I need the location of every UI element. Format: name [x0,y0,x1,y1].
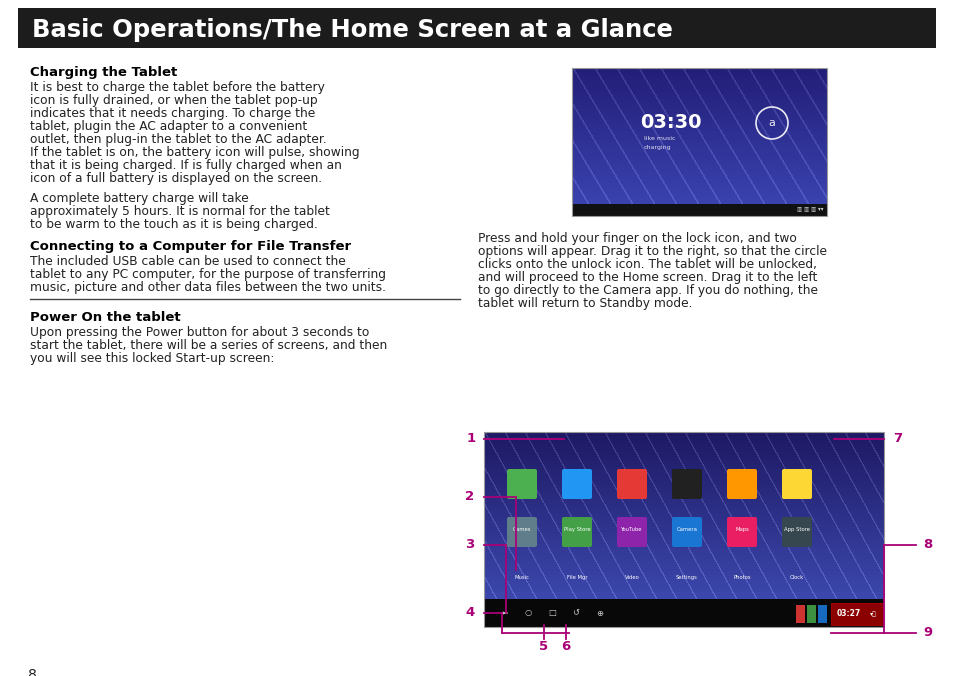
Text: Clock: Clock [789,575,803,580]
Text: 7: 7 [893,433,902,445]
Bar [572,68,826,216]
FancyBboxPatch shape [617,517,646,547]
Text: 1: 1 [466,433,475,445]
Text: outlet, then plug-in the tablet to the AC adapter.: outlet, then plug-in the tablet to the A… [30,133,327,146]
Text: indicates that it needs charging. To charge the: indicates that it needs charging. To cha… [30,107,314,120]
Text: 6: 6 [560,640,570,654]
Text: □: □ [547,608,556,617]
Text: ▥ ▥ ▥ ▾▾: ▥ ▥ ▥ ▾▾ [796,208,822,212]
Text: to go directly to the Camera app. If you do nothing, the: to go directly to the Camera app. If you… [477,284,817,297]
Text: music, picture and other data files between the two units.: music, picture and other data files betw… [30,281,386,294]
Text: 9: 9 [923,627,932,639]
FancyBboxPatch shape [561,517,592,547]
Text: ⊕: ⊕ [596,608,603,617]
Text: Video: Video [624,575,639,580]
Text: Photos: Photos [733,575,750,580]
Text: A complete battery charge will take: A complete battery charge will take [30,192,249,205]
Text: It is best to charge the tablet before the battery: It is best to charge the tablet before t… [30,81,325,94]
Bar [817,605,826,623]
Bar [830,603,882,625]
Text: approximately 5 hours. It is normal for the tablet: approximately 5 hours. It is normal for … [30,205,330,218]
FancyBboxPatch shape [726,517,757,547]
Text: File Mgr: File Mgr [566,575,587,580]
Text: charging: charging [643,145,671,149]
Text: tablet to any PC computer, for the purpose of transferring: tablet to any PC computer, for the purpo… [30,268,386,281]
Bar [572,204,826,216]
Text: icon of a full battery is displayed on the screen.: icon of a full battery is displayed on t… [30,172,322,185]
Text: 03:27: 03:27 [836,610,861,619]
Text: YouTube: YouTube [620,527,642,532]
Bar [795,605,804,623]
Text: start the tablet, there will be a series of screens, and then: start the tablet, there will be a series… [30,339,387,352]
Text: clicks onto the unlock icon. The tablet will be unlocked,: clicks onto the unlock icon. The tablet … [477,258,816,271]
Text: ○: ○ [524,608,531,617]
Text: Maps: Maps [735,527,748,532]
Text: 3: 3 [465,539,475,552]
Text: Basic Operations/The Home Screen at a Glance: Basic Operations/The Home Screen at a Gl… [32,18,672,42]
FancyBboxPatch shape [506,517,537,547]
Text: Camera: Camera [676,527,697,532]
Bar [483,599,883,627]
Text: ⬅: ⬅ [500,608,507,617]
Text: 5: 5 [538,640,548,654]
Text: Connecting to a Computer for File Transfer: Connecting to a Computer for File Transf… [30,240,351,253]
Text: ↺: ↺ [572,608,578,617]
Text: 4: 4 [465,606,475,619]
FancyBboxPatch shape [506,469,537,499]
FancyBboxPatch shape [726,469,757,499]
Text: Charging the Tablet: Charging the Tablet [30,66,177,79]
Text: 8: 8 [923,539,932,552]
Text: you will see this locked Start-up screen:: you will see this locked Start-up screen… [30,352,274,365]
Text: 2: 2 [465,491,474,504]
Bar [18,8,935,48]
Text: Press and hold your finger on the lock icon, and two: Press and hold your finger on the lock i… [477,232,796,245]
Bar [483,432,883,627]
Text: Games: Games [512,527,531,532]
Text: to be warm to the touch as it is being charged.: to be warm to the touch as it is being c… [30,218,317,231]
Text: ▾🔋: ▾🔋 [868,611,876,617]
Text: tablet, plugin the AC adapter to a convenient: tablet, plugin the AC adapter to a conve… [30,120,307,133]
Text: The included USB cable can be used to connect the: The included USB cable can be used to co… [30,255,345,268]
Text: App Store: App Store [783,527,809,532]
FancyBboxPatch shape [561,469,592,499]
Text: 03:30: 03:30 [639,114,700,132]
Bar [806,605,815,623]
Text: Music: Music [514,575,529,580]
Text: icon is fully drained, or when the tablet pop-up: icon is fully drained, or when the table… [30,94,317,107]
Text: a: a [768,118,775,128]
Text: If the tablet is on, the battery icon will pulse, showing: If the tablet is on, the battery icon wi… [30,146,359,159]
Text: like music: like music [643,135,675,141]
Text: tablet will return to Standby mode.: tablet will return to Standby mode. [477,297,692,310]
Text: and will proceed to the Home screen. Drag it to the left: and will proceed to the Home screen. Dra… [477,271,817,284]
FancyBboxPatch shape [781,517,811,547]
Text: that it is being charged. If is fully charged when an: that it is being charged. If is fully ch… [30,159,341,172]
Text: Play Store: Play Store [563,527,590,532]
Text: Power On the tablet: Power On the tablet [30,311,180,324]
Text: Upon pressing the Power button for about 3 seconds to: Upon pressing the Power button for about… [30,326,369,339]
FancyBboxPatch shape [617,469,646,499]
Text: 8: 8 [28,668,37,676]
FancyBboxPatch shape [781,469,811,499]
FancyBboxPatch shape [671,469,701,499]
Text: Settings: Settings [676,575,698,580]
FancyBboxPatch shape [671,517,701,547]
Text: options will appear. Drag it to the right, so that the circle: options will appear. Drag it to the righ… [477,245,826,258]
